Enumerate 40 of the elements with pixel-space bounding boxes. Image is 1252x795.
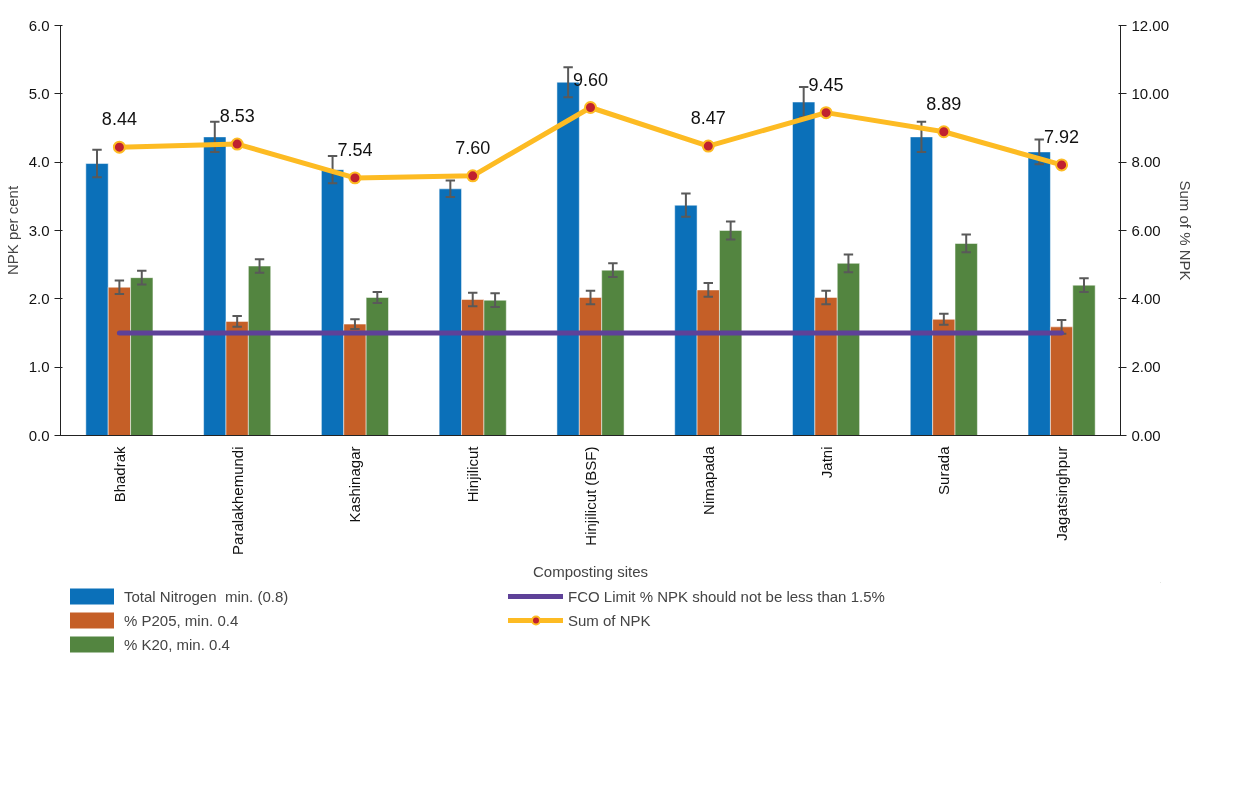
legend-label: FCO Limit % NPK should not be less than 1.5% — [568, 587, 886, 605]
y2-tick-label: 4.00 — [1131, 289, 1161, 307]
x-tick-label: Bhadrak — [110, 446, 128, 503]
y2-tick-label: 8.00 — [1131, 153, 1161, 171]
y2-axis-title: Sum of % NPK — [1177, 180, 1195, 281]
y-tick-label: 6.0 — [28, 16, 50, 34]
y-tick-label: 5.0 — [28, 84, 50, 102]
y-tick-label: 1.0 — [28, 358, 50, 376]
data-label: 8.53 — [219, 106, 255, 127]
legend-label: Total Nitrogen min. (0.8) — [124, 587, 290, 605]
y2-tick-label: 6.00 — [1131, 221, 1161, 239]
data-label: 8.47 — [690, 108, 726, 129]
y2-tick-label: 12.00 — [1131, 16, 1170, 34]
data-label: 7.60 — [455, 137, 491, 158]
x-tick-label: Jatni — [817, 446, 835, 479]
x-tick-label: Hinjilicut — [464, 445, 482, 503]
x-tick-label: Surada — [935, 445, 953, 495]
y-axis-title: NPK per cent — [3, 185, 21, 276]
y-tick-label: 0.0 — [28, 426, 50, 444]
x-tick-label: Kashinagar — [346, 446, 364, 523]
y-tick-label: 3.0 — [28, 221, 50, 239]
data-label: 8.89 — [926, 93, 962, 114]
data-label: 9.45 — [808, 74, 844, 95]
x-tick-label: Nimapada — [699, 445, 717, 515]
y2-tick-label: 0.00 — [1131, 426, 1161, 444]
x-tick-label: Hinjilicut (BSF) — [582, 446, 599, 546]
x-tick-label: Paralakhemundi — [228, 446, 246, 555]
y2-tick-label: 10.00 — [1131, 84, 1170, 102]
legend-label: % K20, min. 0.4 — [124, 635, 231, 653]
x-tick-label: Jagatsinghpur — [1053, 446, 1071, 541]
y-tick-label: 2.0 — [28, 289, 50, 307]
data-label: 7.92 — [1044, 126, 1080, 147]
data-label: 7.54 — [337, 139, 373, 160]
legend-label: % P205, min. 0.4 — [124, 611, 240, 629]
y2-tick-label: 2.00 — [1131, 358, 1161, 376]
x-axis-title: Composting sites — [532, 562, 649, 580]
legend-label: Sum of NPK — [568, 611, 652, 629]
data-label: 9.60 — [572, 69, 609, 90]
y-tick-label: 4.0 — [28, 153, 50, 171]
data-label: 8.44 — [101, 109, 137, 130]
